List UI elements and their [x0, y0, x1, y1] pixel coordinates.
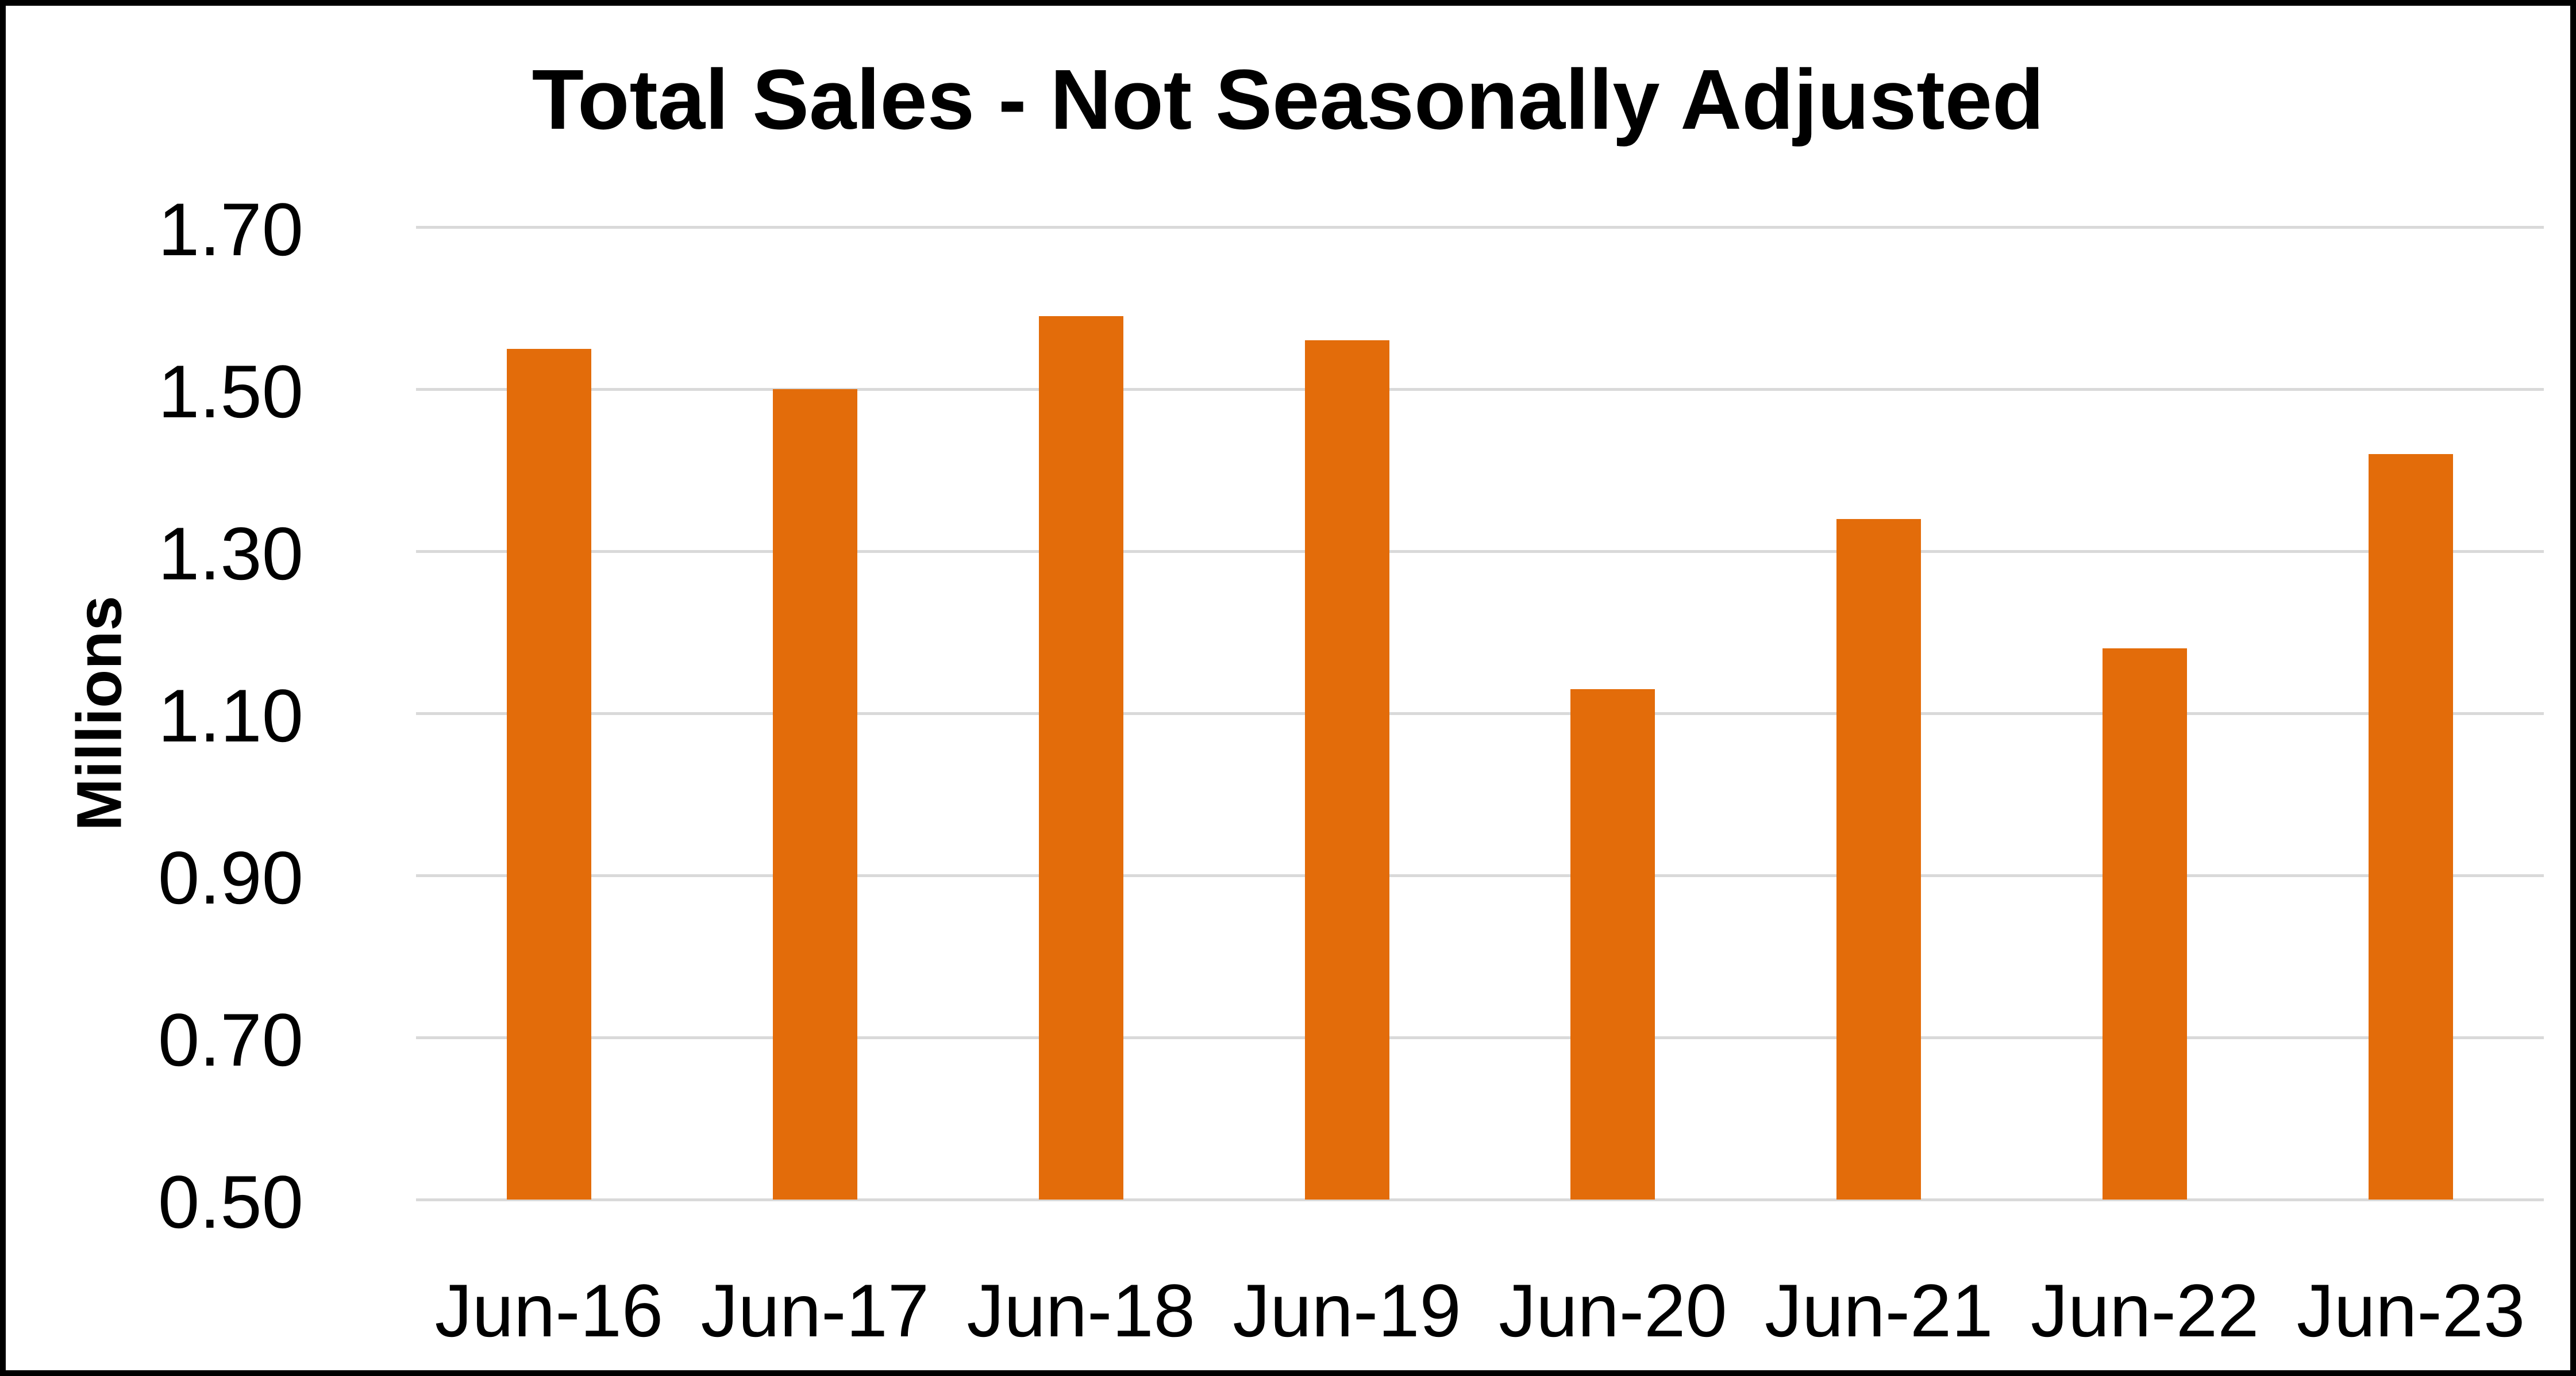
x-tick-label: Jun-17 [700, 1269, 930, 1352]
gridline [416, 712, 2544, 715]
x-tick-label: Jun-18 [967, 1269, 1195, 1352]
y-tick-label: 1.30 [157, 512, 303, 595]
bar-jun-18 [1038, 316, 1123, 1200]
bar-jun-21 [1836, 518, 1922, 1200]
bar-jun-23 [2369, 453, 2454, 1200]
bar-jun-22 [2103, 648, 2188, 1200]
gridline [416, 1198, 2544, 1201]
x-tick-label: Jun-21 [1765, 1269, 1993, 1352]
x-tick-label: Jun-23 [2296, 1269, 2525, 1352]
y-tick-label: 1.50 [157, 349, 303, 433]
y-tick-label: 1.10 [157, 674, 303, 758]
bar-jun-20 [1570, 689, 1655, 1200]
plot-area [416, 225, 2544, 1201]
bar-jun-16 [506, 348, 591, 1200]
gridline [416, 549, 2544, 553]
bar-jun-17 [772, 389, 857, 1200]
y-tick-label: 1.70 [157, 187, 303, 271]
y-axis-title: Millions [64, 595, 135, 831]
bar-jun-19 [1304, 340, 1389, 1200]
gridline [416, 874, 2544, 877]
x-tick-label: Jun-20 [1499, 1269, 1727, 1352]
x-tick-label: Jun-22 [2030, 1269, 2259, 1352]
gridline [416, 1036, 2544, 1039]
x-tick-label: Jun-19 [1233, 1269, 1461, 1352]
y-tick-label: 0.70 [157, 998, 303, 1082]
x-tick-label: Jun-16 [434, 1269, 664, 1352]
gridline [416, 387, 2544, 391]
chart-title: Total Sales - Not Seasonally Adjusted [532, 52, 2044, 147]
y-tick-label: 0.90 [157, 836, 303, 920]
gridline [416, 225, 2544, 229]
y-tick-label: 0.50 [157, 1160, 303, 1244]
